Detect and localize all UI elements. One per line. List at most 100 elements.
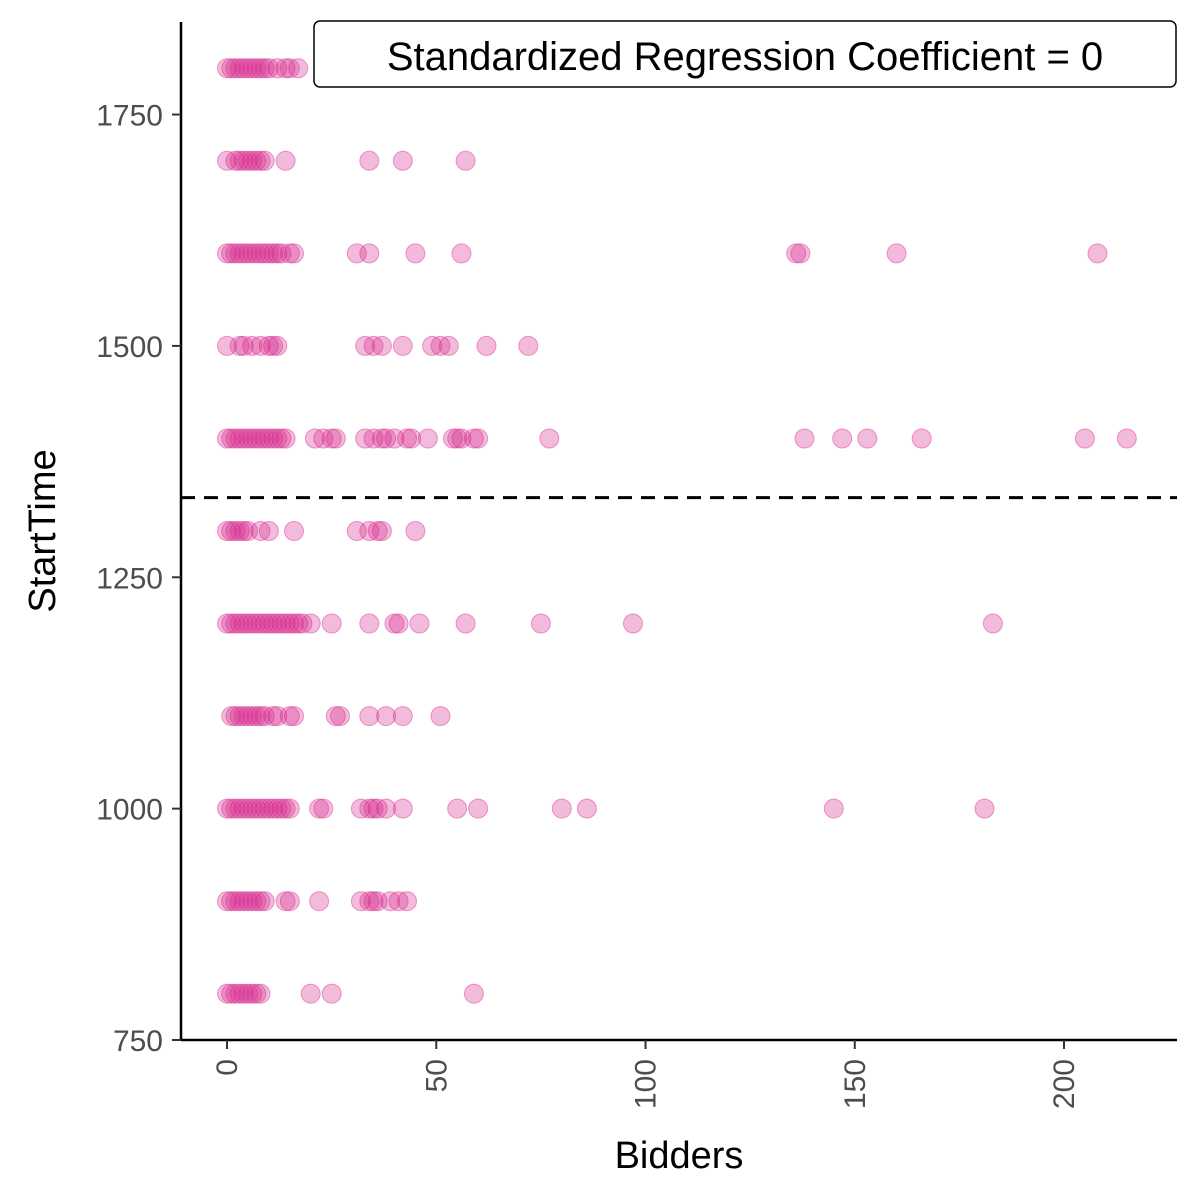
data-point — [229, 58, 250, 79]
x-tick-label: 0 — [211, 1059, 244, 1076]
data-point — [246, 613, 267, 634]
data-point — [229, 150, 250, 171]
data-point — [886, 243, 907, 264]
data-point — [242, 983, 263, 1004]
data-point — [229, 428, 250, 449]
data-point — [263, 613, 284, 634]
annotation-label: Standardized Regression Coefficient = 0 — [313, 20, 1177, 88]
data-point — [275, 428, 296, 449]
data-point — [267, 243, 288, 264]
data-point — [367, 521, 388, 541]
data-point — [254, 891, 275, 912]
data-point — [242, 150, 263, 171]
data-point — [350, 798, 371, 819]
y-tick-label: 1250 — [96, 562, 163, 595]
data-point — [258, 613, 279, 634]
data-point — [254, 58, 275, 79]
data-point — [794, 428, 815, 449]
data-point — [974, 798, 995, 819]
y-tick-label: 1500 — [96, 331, 163, 364]
data-point — [430, 335, 451, 356]
data-point — [217, 428, 237, 449]
data-point — [221, 58, 242, 79]
x-tick-label: 200 — [1048, 1059, 1081, 1109]
data-point — [221, 798, 242, 819]
data-point — [304, 428, 325, 449]
data-point — [284, 613, 304, 634]
data-point — [217, 150, 237, 171]
data-point — [823, 798, 844, 819]
data-point — [397, 428, 417, 449]
data-point — [238, 891, 258, 912]
data-point — [233, 335, 254, 356]
data-point — [238, 521, 258, 541]
data-point — [832, 428, 853, 449]
data-point — [392, 798, 413, 819]
y-tick-label: 1000 — [96, 794, 163, 827]
data-point — [451, 428, 472, 449]
data-point — [263, 243, 284, 264]
data-point — [233, 706, 254, 727]
data-point — [238, 243, 258, 264]
data-point — [857, 428, 878, 449]
data-point — [405, 243, 426, 264]
data-point — [233, 891, 254, 912]
data-point — [455, 150, 476, 171]
data-point — [258, 428, 279, 449]
data-point — [246, 798, 267, 819]
data-point — [246, 243, 267, 264]
data-point — [225, 983, 246, 1004]
data-point — [250, 706, 271, 727]
data-point — [786, 243, 807, 264]
data-point — [233, 521, 254, 541]
data-point — [392, 706, 413, 727]
data-point — [300, 983, 321, 1004]
data-point — [359, 798, 380, 819]
data-point — [238, 798, 258, 819]
data-point — [275, 58, 296, 79]
data-point — [275, 798, 296, 819]
data-point — [476, 335, 497, 356]
data-point — [363, 335, 384, 356]
data-point — [250, 58, 271, 79]
data-point — [363, 891, 384, 912]
data-point — [242, 335, 263, 356]
data-point — [288, 58, 309, 79]
data-point — [233, 150, 254, 171]
data-point — [250, 613, 271, 634]
data-point — [346, 521, 367, 541]
data-point — [288, 613, 309, 634]
data-point — [258, 243, 279, 264]
data-point — [233, 428, 254, 449]
data-point — [367, 891, 388, 912]
data-point — [250, 521, 271, 541]
x-axis-title: Bidders — [615, 1135, 744, 1177]
data-point — [468, 428, 489, 449]
data-point — [254, 613, 275, 634]
data-point — [246, 150, 267, 171]
data-point — [242, 891, 263, 912]
data-point — [225, 891, 246, 912]
data-point — [371, 335, 392, 356]
data-point — [422, 335, 443, 356]
data-point — [363, 798, 384, 819]
data-point — [267, 706, 288, 727]
data-point — [392, 335, 413, 356]
data-point — [250, 891, 271, 912]
data-point — [258, 798, 279, 819]
data-point — [238, 613, 258, 634]
data-point — [325, 428, 346, 449]
data-point — [238, 706, 258, 727]
data-point — [451, 243, 472, 264]
data-point — [279, 891, 300, 912]
data-point — [246, 428, 267, 449]
data-point — [271, 798, 292, 819]
data-point — [263, 335, 284, 356]
data-point — [233, 243, 254, 264]
data-point — [250, 335, 271, 356]
data-point — [254, 243, 275, 264]
data-point — [321, 428, 342, 449]
data-point — [284, 521, 304, 541]
data-point — [221, 706, 242, 727]
